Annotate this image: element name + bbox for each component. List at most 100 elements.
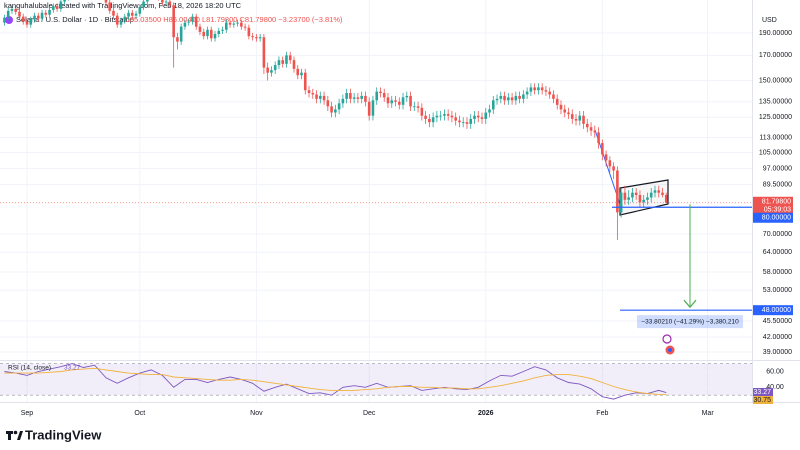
candle-body <box>413 106 416 108</box>
level-label: 80.00000 <box>762 215 791 222</box>
candle-body <box>476 115 480 118</box>
candle-body <box>36 15 40 19</box>
candle-body <box>251 36 254 38</box>
candle-body <box>510 97 514 101</box>
candle-body <box>319 95 322 99</box>
candle-body <box>431 117 435 123</box>
y-tick-label: 39.00000 <box>763 349 792 356</box>
candle-body <box>664 194 668 203</box>
level-label: 48.00000 <box>762 307 791 314</box>
rsi-value-tag <box>753 396 773 404</box>
candle-body <box>21 16 25 22</box>
candle-body <box>273 65 277 71</box>
candle-body <box>484 112 488 119</box>
candle-body <box>570 114 574 119</box>
candle-body <box>424 115 427 119</box>
candle-body <box>10 8 14 11</box>
candle-body <box>296 68 300 76</box>
credit: kanguhalubale created with TradingView.c… <box>4 1 242 10</box>
candle-body <box>3 17 6 23</box>
candle-body <box>202 31 206 37</box>
brand: TradingView <box>25 427 102 442</box>
candle-body <box>386 97 390 104</box>
candle-body <box>221 29 224 31</box>
candle-body <box>612 166 615 171</box>
last-price-label: 81.79800 <box>762 199 791 206</box>
candle-body <box>146 0 149 2</box>
symbol-icon <box>5 16 13 24</box>
candle-body <box>443 114 446 116</box>
candle-body <box>574 118 578 121</box>
candle-body <box>130 12 134 16</box>
candle-body <box>649 192 653 198</box>
countdown: 05:39:03 <box>764 207 791 214</box>
candle-body <box>198 26 202 32</box>
candle-body <box>409 95 412 107</box>
candle-body <box>134 13 138 16</box>
candle-body <box>6 10 10 18</box>
candle-body <box>439 115 442 117</box>
measure-box <box>637 315 743 329</box>
candle-body <box>277 60 281 66</box>
y-tick-label: 64.00000 <box>763 249 792 256</box>
candle-body <box>582 115 585 124</box>
candle-body <box>29 19 33 25</box>
y-tick-label: 135.00000 <box>759 99 792 106</box>
candle-body <box>322 95 326 101</box>
rsi-value-label: 30.75 <box>753 397 771 404</box>
symbol: Solana / U.S. Dollar · 1D · Bitstamp <box>16 15 134 24</box>
candle-body <box>537 87 540 91</box>
y-tick-label: 125.00000 <box>759 114 792 121</box>
candle-body <box>104 0 108 3</box>
candle-body <box>480 117 484 119</box>
candle-body <box>303 72 307 91</box>
candle-body <box>44 12 48 15</box>
currency: USD <box>762 17 777 24</box>
candle-body <box>266 67 269 73</box>
candle-body <box>194 16 198 27</box>
rsi-band <box>0 363 752 396</box>
candle-body <box>499 95 503 99</box>
y-tick-label: 97.00000 <box>763 165 792 172</box>
candle-body <box>213 33 217 39</box>
rsi-tick-label: 60.00 <box>766 368 784 375</box>
candle-body <box>627 197 630 200</box>
candle-body <box>525 91 529 95</box>
candle-body <box>593 130 597 133</box>
y-tick-label: 105.00000 <box>759 149 792 156</box>
candle-body <box>428 118 431 123</box>
candle-body <box>300 72 303 76</box>
candle-body <box>364 95 367 102</box>
candle-body <box>115 15 119 25</box>
measure-label: −33.80210 (−41.29%) −3,380,210 <box>641 318 739 325</box>
rsi-line <box>4 367 667 396</box>
candle-body <box>491 100 495 110</box>
candle-body <box>243 26 247 28</box>
rsi-value-label: 33.27 <box>753 389 771 396</box>
rsi-pane <box>0 363 752 400</box>
measure-arrowhead <box>683 299 697 309</box>
candle-body <box>258 37 262 39</box>
candle-body <box>375 91 379 101</box>
x-tick-label: Oct <box>134 410 145 417</box>
candle-body <box>138 7 142 14</box>
level-tag <box>753 305 793 316</box>
candle-body <box>40 12 44 19</box>
event-icon <box>662 334 672 344</box>
candle-body <box>552 94 555 99</box>
candle-body <box>341 98 345 104</box>
candle-body <box>311 93 315 95</box>
x-tick-label: Mar <box>702 410 715 417</box>
candle-body <box>352 97 356 99</box>
candle-body <box>119 20 123 25</box>
candle-body <box>345 93 348 99</box>
candle-body <box>653 190 657 193</box>
candle-body <box>217 30 221 34</box>
candle-body <box>360 95 363 99</box>
candle-body <box>307 90 311 94</box>
candle-body <box>473 115 476 119</box>
candle-body <box>514 95 518 101</box>
candle-body <box>533 87 536 91</box>
candle-body <box>330 106 333 113</box>
